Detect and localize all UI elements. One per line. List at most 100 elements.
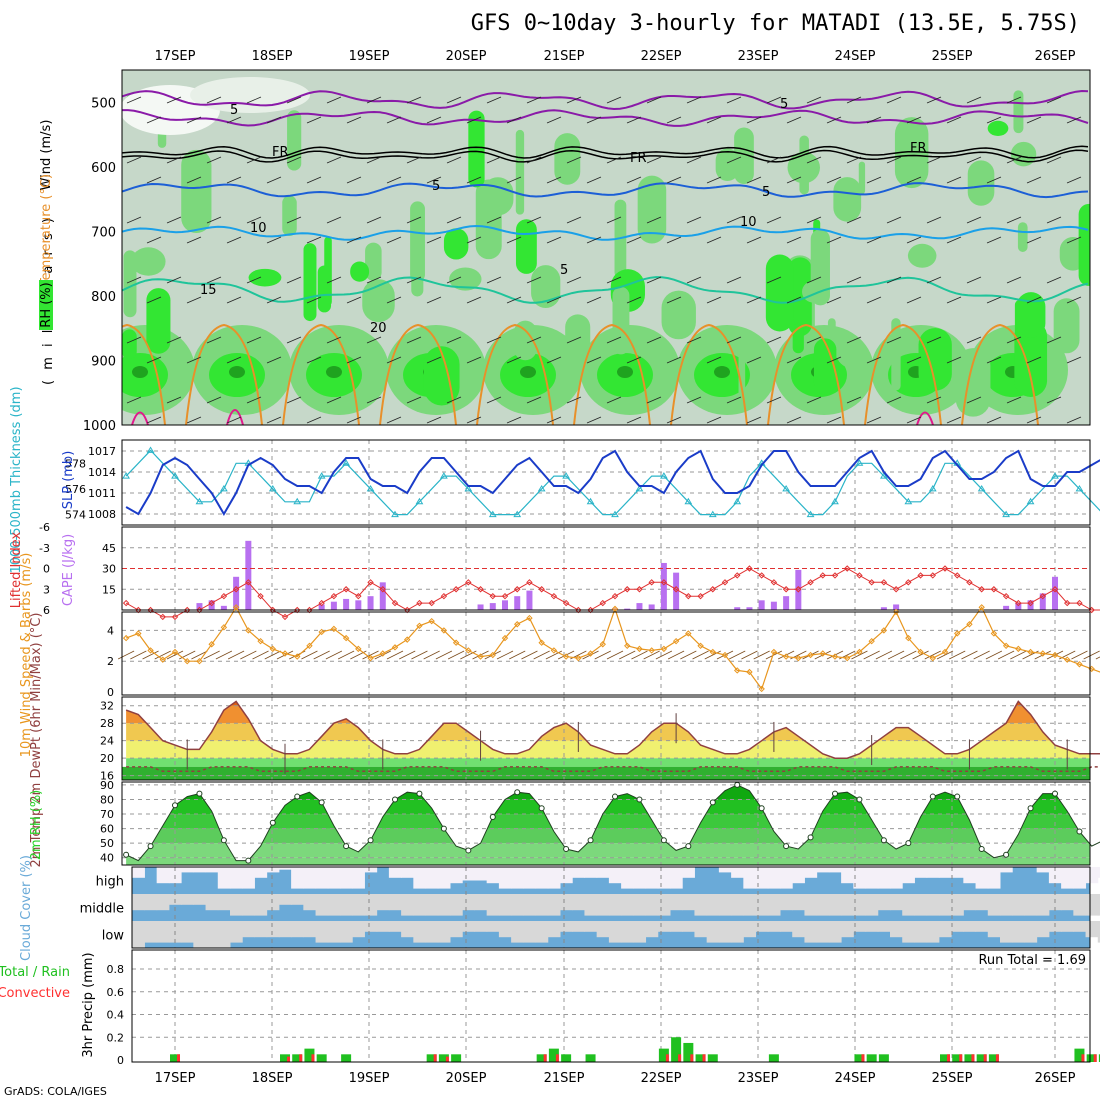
wind-barb-10m <box>1083 650 1100 660</box>
wind-barb <box>546 236 562 244</box>
wind-barb <box>126 336 142 344</box>
contour-label: 10 <box>250 221 267 236</box>
pressure-tick: 1000 <box>83 419 116 434</box>
cloud-column <box>217 894 231 911</box>
wind-barb-10m <box>973 650 990 660</box>
wind-barb <box>906 236 922 244</box>
thickness-point <box>586 497 595 505</box>
wind-speed-point <box>672 637 680 645</box>
cape-bar <box>624 608 631 610</box>
precip-total-bar <box>683 1042 694 1062</box>
li-point <box>819 572 826 579</box>
li-point <box>232 586 240 593</box>
wind-barb-10m <box>1010 650 1027 660</box>
cape-bar <box>758 600 765 610</box>
wind-speed-point <box>611 605 619 613</box>
wind-barb-10m <box>1095 656 1100 660</box>
slp-label: SLP (mb) <box>61 451 76 510</box>
cloud-column <box>364 867 378 873</box>
thickness-point <box>855 459 864 466</box>
date-label-bottom: 20SEP <box>446 1071 487 1086</box>
cloud-column <box>1073 921 1087 932</box>
wind-barb <box>1066 416 1082 424</box>
wind-barb-10m <box>386 650 404 660</box>
thickness-point <box>171 472 179 479</box>
rh-streak <box>1013 90 1024 134</box>
wind-barb <box>326 216 342 224</box>
wind-barb <box>926 336 942 344</box>
rh-streak <box>587 348 596 393</box>
rh-streak <box>788 257 812 337</box>
wind-speed-point <box>1076 661 1083 668</box>
wind-speed-point <box>758 685 765 693</box>
wind-speed-point <box>685 630 692 637</box>
rh-point <box>660 837 667 844</box>
cloud-column <box>450 894 463 916</box>
contour-label: 10 <box>740 215 757 230</box>
cloud-column <box>706 921 720 943</box>
wind-barb <box>726 396 742 404</box>
cape-bar <box>367 596 374 610</box>
wind-barb-10m <box>557 650 575 660</box>
wind-speed-point <box>599 641 606 648</box>
cloud-column <box>181 894 194 905</box>
wind-barb-10m <box>582 650 599 660</box>
cloud-axis-label: Cloud Cover (%) <box>19 855 34 961</box>
rh-point <box>929 793 936 800</box>
wind-barb <box>646 336 662 344</box>
precip-total-bar <box>1086 1054 1097 1062</box>
rh-point <box>856 796 863 803</box>
cape-bar <box>379 582 386 610</box>
cape-label: CAPE (J/kg) <box>61 534 76 606</box>
wind-barb <box>406 276 422 284</box>
rh-streak <box>836 338 867 368</box>
thickness-point <box>342 459 350 466</box>
wind-speed-point <box>709 648 716 656</box>
wind-barb <box>566 396 582 404</box>
wind-speed-point <box>917 648 924 656</box>
rh-band <box>126 814 1090 829</box>
wind-barb <box>1006 336 1022 344</box>
cloud-column <box>291 894 304 905</box>
cloud-column <box>633 921 647 943</box>
cloud-column <box>645 894 659 916</box>
date-label-top: 18SEP <box>252 49 293 64</box>
wind-barb <box>186 356 202 364</box>
wind-barb <box>1066 176 1082 184</box>
wind-barb <box>306 296 322 304</box>
wind-barb <box>366 96 382 104</box>
cloud-column <box>987 867 1001 889</box>
cape-bar <box>770 601 777 610</box>
thickness-point <box>977 484 986 492</box>
wind-speed-point <box>697 642 704 650</box>
wind-barb-10m <box>301 650 318 660</box>
wind-barb <box>786 416 802 424</box>
precip-total-bar <box>561 1054 572 1062</box>
wind-barb <box>406 96 422 104</box>
li-point <box>929 572 936 579</box>
temp-frame <box>121 696 1091 781</box>
wind-barb <box>126 216 142 224</box>
cloud-column <box>718 867 732 873</box>
cloud-column <box>376 894 390 911</box>
cloud-column <box>1097 921 1100 943</box>
rh-point <box>172 802 178 809</box>
cloud-column <box>352 894 365 916</box>
wind-speed-point <box>954 630 961 637</box>
rh-streak <box>612 286 630 355</box>
temperature-label: Temperature (°C) <box>39 174 54 287</box>
temp-tick: 20 <box>100 752 114 765</box>
rh-streak <box>637 175 667 244</box>
wind-barb <box>466 296 482 304</box>
pressure-tick: 600 <box>91 161 116 176</box>
cloud-column <box>608 921 622 943</box>
wind-barb <box>1026 236 1042 244</box>
cloud-column <box>315 894 329 916</box>
rh-point <box>1052 790 1058 797</box>
cloud-column <box>902 894 915 916</box>
wind-barb <box>1006 216 1022 224</box>
date-label-bottom: 22SEP <box>641 1071 682 1086</box>
wind-barb <box>586 236 602 244</box>
wind-barb <box>666 236 682 244</box>
cloud-column <box>560 894 573 911</box>
